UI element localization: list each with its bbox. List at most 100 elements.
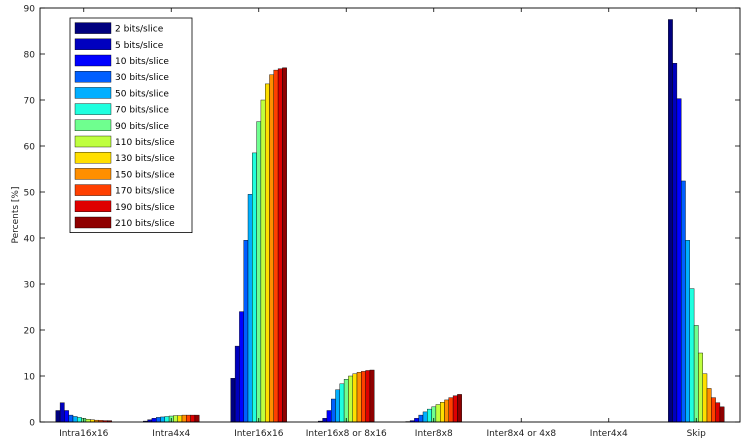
bar (256, 121, 262, 423)
bar (698, 352, 703, 423)
y-tick-label: 60 (24, 143, 36, 153)
bar (719, 406, 725, 423)
y-tick-label: 70 (24, 97, 36, 107)
bar (414, 418, 419, 423)
bar (234, 345, 240, 423)
bar (243, 240, 249, 423)
bar (668, 19, 673, 423)
bar (452, 395, 458, 423)
bar (343, 379, 349, 423)
x-tick-label: Inter8x8 (415, 429, 453, 439)
bar (55, 410, 61, 423)
bar (711, 397, 716, 423)
bar (715, 402, 721, 423)
x-tick-label: Inter16x8 or 8x16 (306, 429, 387, 439)
bar (252, 152, 257, 423)
y-tick-label: 20 (24, 327, 36, 337)
legend-swatch (74, 87, 112, 99)
bar (194, 414, 200, 423)
bar (422, 411, 428, 423)
legend-label: 5 bits/slice (115, 41, 164, 51)
legend-swatch (74, 168, 112, 180)
legend-label: 130 bits/slice (115, 154, 175, 164)
y-axis-label: Percents [%] (11, 187, 21, 244)
bar (672, 63, 678, 423)
bar (186, 414, 191, 423)
y-tick-label: 50 (24, 189, 36, 199)
legend-swatch (74, 54, 112, 67)
legend-label: 110 bits/slice (115, 138, 175, 148)
legend-label: 30 bits/slice (115, 73, 169, 83)
bar (706, 388, 712, 423)
bar (277, 68, 283, 423)
bar (702, 373, 708, 423)
legend: 2 bits/slice 5 bits/slice 10 bits/slice 30 … (69, 17, 193, 234)
legend-label: 190 bits/slice (115, 203, 175, 213)
legend-swatch (74, 70, 112, 83)
bar (151, 418, 157, 423)
legend-swatch (74, 22, 112, 34)
bar (689, 288, 695, 423)
bar (326, 410, 332, 423)
x-tick-label: Inter16x16 (234, 429, 284, 439)
y-tick-label: 80 (24, 51, 36, 61)
y-tick-label: 40 (24, 235, 36, 245)
bar (448, 397, 454, 423)
bar (155, 417, 161, 423)
bar (181, 414, 187, 423)
legend-swatch (74, 151, 112, 164)
legend-swatch (74, 135, 112, 148)
bar (685, 240, 691, 423)
legend-label: 2 bits/slice (115, 25, 164, 35)
bar (230, 378, 236, 423)
bar (64, 410, 69, 423)
bar (247, 194, 253, 423)
bar (444, 399, 450, 423)
legend-label: 70 bits/slice (115, 106, 169, 116)
bar (352, 373, 358, 423)
legend-swatch (74, 119, 112, 132)
bar (457, 394, 462, 423)
bar (269, 74, 275, 423)
y-tick-label: 0 (29, 419, 35, 429)
bar (173, 415, 178, 423)
x-tick-label: Skip (687, 429, 706, 439)
legend-swatch (74, 103, 112, 115)
bar (356, 372, 362, 423)
bar (693, 325, 699, 423)
bar (339, 383, 345, 423)
bar (348, 375, 353, 423)
bar (273, 69, 279, 423)
legend-swatch (74, 200, 112, 213)
bar (440, 402, 445, 423)
bar (59, 402, 65, 423)
bar (190, 414, 196, 423)
axes-layer: Intra16x16 Intra4x4 Inter16x16 Inter16x8 or… (24, 5, 741, 439)
bar (331, 398, 336, 423)
bar (68, 414, 74, 423)
bar (282, 67, 287, 423)
bar (361, 371, 366, 423)
bar (239, 311, 244, 423)
bar (681, 180, 686, 423)
bar (365, 370, 371, 423)
y-tick-label: 30 (24, 281, 36, 291)
legend-label: 150 bits/slice (115, 170, 175, 180)
x-tick-label: Intra16x16 (59, 429, 109, 439)
bar (265, 83, 270, 423)
legend-label: 210 bits/slice (115, 219, 175, 229)
x-tick-label: Intra4x4 (152, 429, 190, 439)
bar (164, 416, 170, 423)
axes-frame (39, 7, 741, 423)
bar (177, 415, 183, 423)
bar (322, 418, 328, 423)
bar (427, 408, 432, 423)
legend-label: 50 bits/slice (115, 89, 169, 99)
bar (418, 414, 424, 423)
x-tick-label: Inter4x4 (590, 429, 628, 439)
bar (369, 369, 375, 423)
legend-swatch (74, 38, 112, 50)
legend-swatch (74, 184, 112, 196)
